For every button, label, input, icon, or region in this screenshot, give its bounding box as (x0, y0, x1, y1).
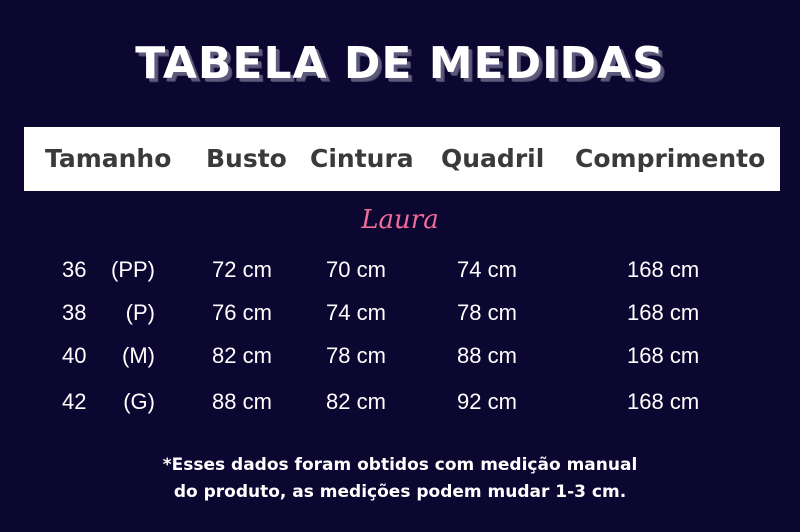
note-line: do produto, as medições podem mudar 1-3 … (173, 482, 627, 502)
table-header: Tamanho Busto Cintura Quadril Compriment… (24, 127, 780, 191)
cell-size: (M) (122, 343, 155, 368)
note-line: *Esses dados foram obtidos com medição m… (162, 455, 638, 475)
table-row: 42 (G) 88 cm 82 cm 92 cm 168 cm (0, 389, 800, 419)
cell-comprimento: 168 cm (627, 300, 700, 325)
cell-cintura: 74 cm (326, 300, 386, 325)
cell-comprimento: 168 cm (627, 257, 700, 282)
cell-quadril: 92 cm (457, 389, 517, 414)
cell-busto: 72 cm (212, 257, 272, 282)
header-quadril: Quadril (441, 144, 545, 173)
cell-quadril: 88 cm (457, 343, 517, 368)
table-row: 38 (P) 76 cm 74 cm 78 cm 168 cm (0, 300, 800, 330)
table-row: 40 (M) 82 cm 78 cm 88 cm 168 cm (0, 343, 800, 373)
model-name: Laura (361, 205, 439, 235)
header-tamanho: Tamanho (45, 144, 172, 173)
cell-comprimento: 168 cm (627, 343, 700, 368)
cell-size: (P) (125, 300, 155, 325)
cell-num: 40 (62, 343, 87, 368)
disclaimer-note: *Esses dados foram obtidos com medição m… (0, 452, 800, 506)
cell-quadril: 74 cm (457, 257, 517, 282)
cell-size: (G) (123, 389, 155, 414)
table-row: 36 (PP) 72 cm 70 cm 74 cm 168 cm (0, 257, 800, 287)
cell-cintura: 70 cm (326, 257, 386, 282)
cell-busto: 88 cm (212, 389, 272, 414)
cell-num: 38 (62, 300, 87, 325)
cell-comprimento: 168 cm (627, 389, 700, 414)
page-title: TABELA DE MEDIDAS (135, 38, 665, 89)
cell-quadril: 78 cm (457, 300, 517, 325)
cell-busto: 76 cm (212, 300, 272, 325)
header-cintura: Cintura (310, 144, 414, 173)
cell-busto: 82 cm (212, 343, 272, 368)
cell-num: 42 (62, 389, 87, 414)
header-comprimento: Comprimento (575, 144, 766, 173)
cell-num: 36 (62, 257, 87, 282)
cell-cintura: 82 cm (326, 389, 386, 414)
header-busto: Busto (206, 144, 287, 173)
cell-size: (PP) (111, 257, 155, 282)
cell-cintura: 78 cm (326, 343, 386, 368)
